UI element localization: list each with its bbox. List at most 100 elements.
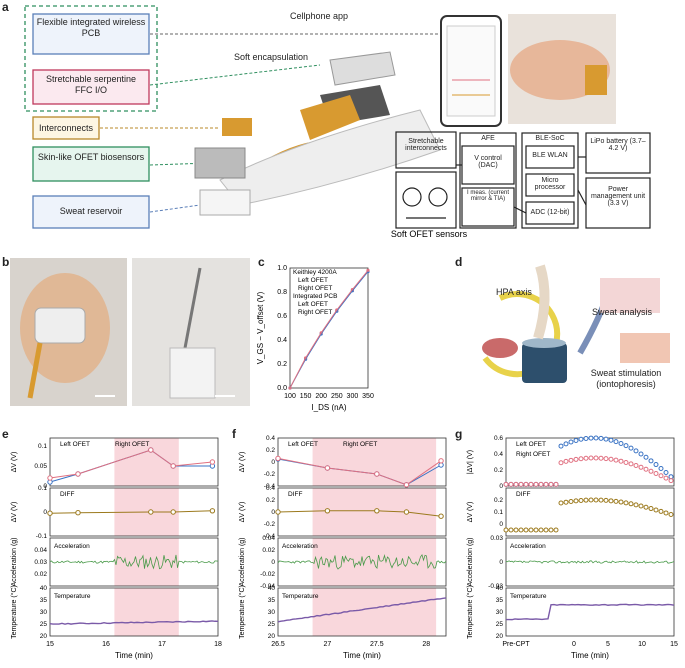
- panel-d-illustration: [482, 264, 670, 383]
- x-tick-label: 100: [284, 393, 296, 400]
- y-tick-label: 0.03: [34, 559, 47, 566]
- box-reservoir: [32, 195, 150, 229]
- data-point: [553, 481, 559, 487]
- data-point: [170, 509, 176, 515]
- x-tick-label: 17: [158, 641, 166, 648]
- data-point: [275, 509, 281, 515]
- x-tick-label: 18: [214, 641, 222, 648]
- ofet-label: Skin-like OFET biosensors: [37, 152, 145, 162]
- data-point: [513, 481, 519, 487]
- data-point: [588, 497, 594, 503]
- data-point: [583, 435, 589, 441]
- x-tick-label: 27.5: [370, 641, 384, 648]
- y-axis-label: |ΔV| (V): [467, 450, 474, 474]
- temperature-trace: [505, 603, 675, 621]
- data-point: [523, 481, 529, 487]
- y-tick-label: 20: [496, 633, 504, 640]
- data-point: [573, 498, 579, 504]
- panel-label-g: g: [455, 427, 463, 441]
- x-tick-label: Pre-CPT: [502, 641, 530, 648]
- soft-encapsulation-label: Soft encapsulation: [234, 52, 309, 62]
- data-point: [578, 456, 584, 462]
- data-point: [533, 481, 539, 487]
- y-tick-label: 0: [43, 483, 47, 490]
- x-tick-label: 15: [46, 641, 54, 648]
- data-point: [663, 475, 669, 481]
- y-tick-label: -0.03: [488, 583, 503, 590]
- power-label: Power management unit (3.3 V): [590, 186, 646, 207]
- data-point: [374, 508, 380, 514]
- y-tick-label: 40: [496, 585, 504, 592]
- legend-entry: Right OFET: [343, 441, 377, 448]
- y-tick-label: 0: [499, 521, 503, 528]
- legend-entry: Left OFET: [60, 441, 90, 448]
- y-tick-label: 0.1: [38, 485, 47, 492]
- data-point: [593, 497, 599, 503]
- y-axis-label: Acceleration (g): [239, 537, 246, 586]
- legend-title: Integrated PCB: [293, 293, 337, 300]
- y-tick-label: -0.02: [260, 571, 275, 578]
- data-point: [528, 481, 534, 487]
- legend-entry: Right OFET: [298, 309, 332, 316]
- x-tick-label: 350: [362, 393, 374, 400]
- y-tick-label: 30: [40, 609, 48, 616]
- legend-entry: DIFF: [516, 491, 530, 498]
- data-point: [528, 527, 534, 533]
- y-axis-label: ΔV (V): [11, 452, 18, 473]
- legend-entry: DIFF: [60, 491, 74, 498]
- y-tick-label: 0: [499, 559, 503, 566]
- y-tick-label: 0.02: [34, 571, 47, 578]
- y-tick-label: 40: [268, 585, 276, 592]
- x-tick-label: 150: [300, 393, 312, 400]
- x-tick-label: 26.5: [271, 641, 285, 648]
- y-axis-label: Temperature (°C): [10, 585, 18, 639]
- data-point: [438, 458, 444, 464]
- data-point: [578, 497, 584, 503]
- data-point: [658, 465, 664, 471]
- data-point: [608, 437, 614, 443]
- y-axis-label: ΔV (V): [239, 502, 246, 523]
- x-axis-label: Time (min): [115, 651, 153, 660]
- data-point: [568, 457, 574, 463]
- data-point: [613, 498, 619, 504]
- x-axis-label: Time (min): [571, 651, 609, 660]
- subplot-frame: [49, 437, 219, 487]
- data-point: [663, 470, 669, 476]
- y-tick-label: 20: [268, 633, 276, 640]
- y-tick-label: 0.4: [266, 485, 275, 492]
- y-tick-label: 0.2: [266, 497, 275, 504]
- data-point: [638, 503, 644, 509]
- adc-label: ADC (12-bit): [530, 209, 570, 216]
- y-axis-label: Acceleration (g): [11, 537, 18, 586]
- data-point: [583, 455, 589, 461]
- data-point: [668, 478, 674, 484]
- data-point: [628, 501, 634, 507]
- box-pcb: [32, 13, 150, 55]
- subplot-label: Acceleration: [282, 543, 318, 550]
- panel-label-c: c: [258, 255, 265, 269]
- data-point: [148, 509, 154, 515]
- interconnects-label: Interconnects: [38, 123, 94, 133]
- data-point: [628, 461, 634, 467]
- highlight-region: [312, 488, 437, 536]
- data-point: [209, 459, 216, 465]
- subplot-label: Temperature: [54, 593, 91, 600]
- data-point: [47, 510, 53, 516]
- subplot-label: Temperature: [510, 593, 547, 600]
- y-tick-label: 20: [40, 633, 48, 640]
- chart-f: -0.4 -0.2 0 0.2 0.4 ΔV (V) Left OFET Right OFET…: [238, 435, 447, 660]
- data-point: [598, 455, 604, 461]
- y-tick-label: 0: [271, 559, 275, 566]
- data-point: [618, 458, 624, 464]
- data-point: [573, 456, 579, 462]
- data-point: [588, 455, 594, 461]
- y-tick-label: -0.4: [264, 533, 276, 540]
- afe-label: AFE: [481, 135, 495, 142]
- box-ffc: [32, 69, 150, 105]
- legend-entry: Right OFET: [298, 285, 332, 292]
- data-point: [618, 499, 624, 505]
- data-point: [633, 463, 639, 469]
- data-point: [653, 470, 659, 476]
- y-axis-label: ΔV (V): [467, 502, 474, 523]
- subplot-label: Temperature: [282, 593, 319, 600]
